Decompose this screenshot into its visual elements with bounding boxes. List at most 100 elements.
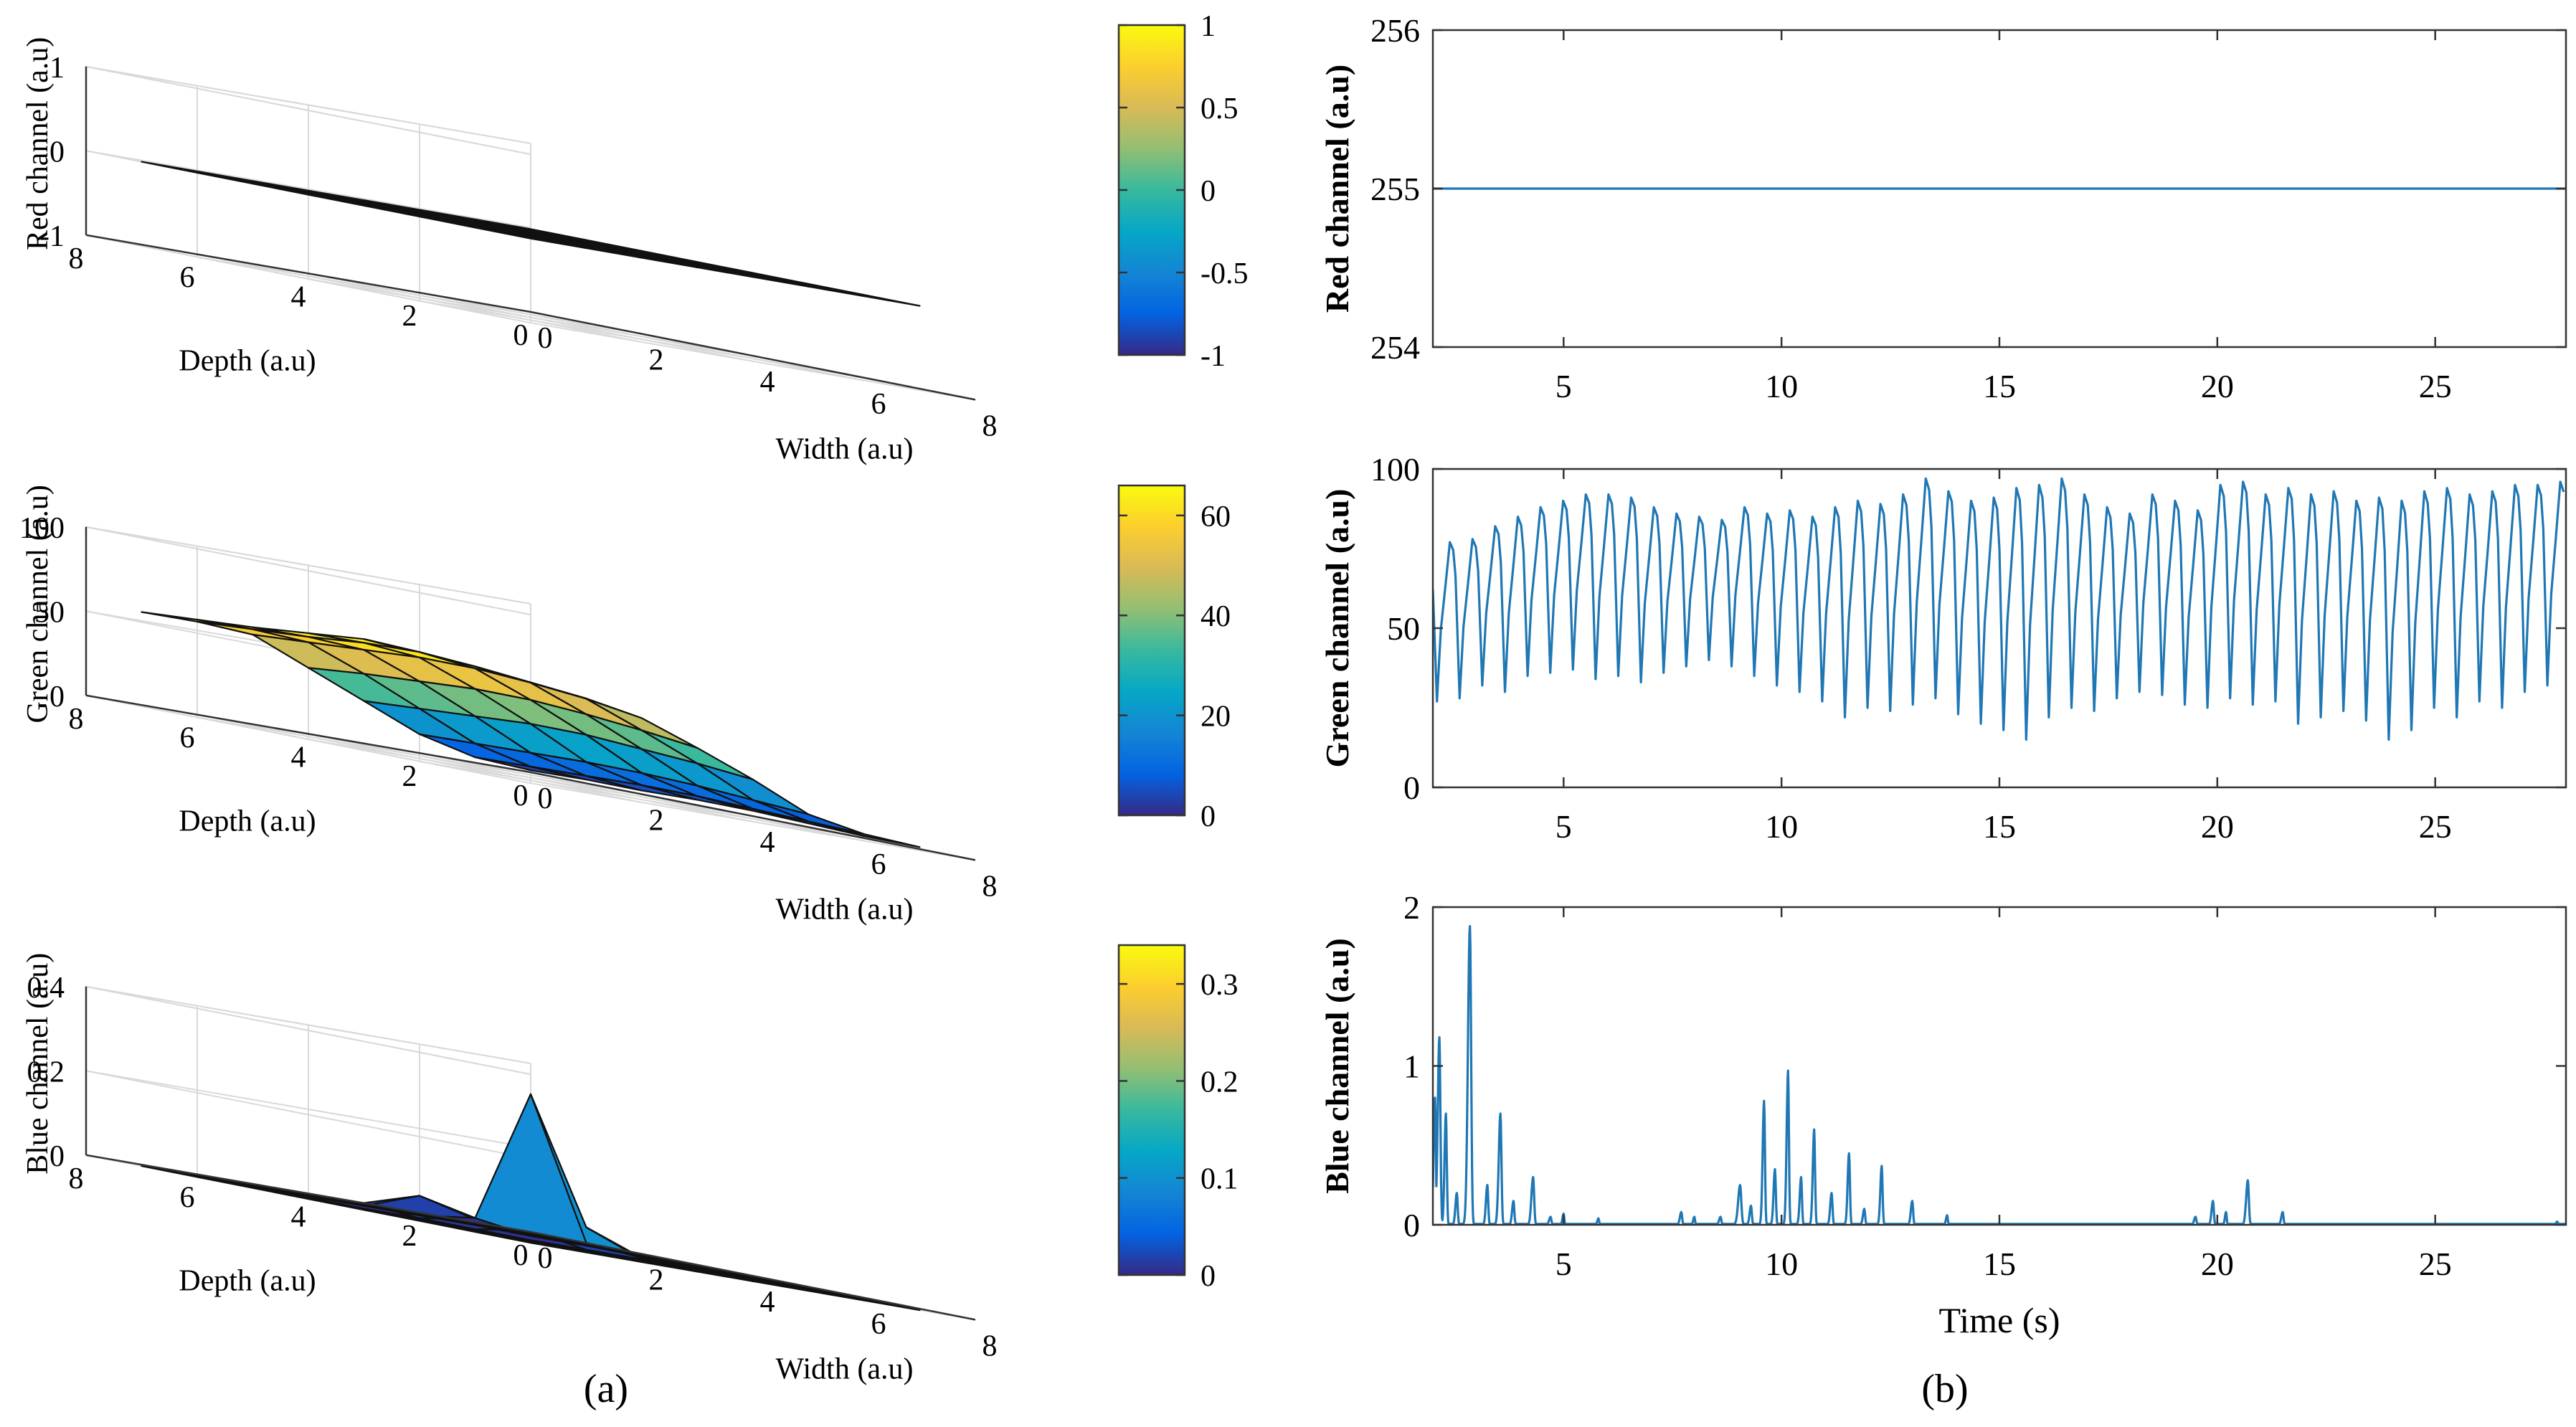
y-tick-label: 0: [1403, 1207, 1420, 1243]
z-tick-label: -1: [39, 220, 65, 253]
x-tick-label: 0: [538, 322, 553, 355]
grid-line: [85, 1070, 531, 1160]
colorbar-tick-label: 1: [1201, 10, 1216, 43]
colorbar-tick-label: 0: [1201, 1260, 1216, 1293]
y-tick-label: 0: [513, 1239, 529, 1272]
y-axis-line: [85, 1154, 531, 1233]
z-tick-label: 0.4: [27, 972, 65, 1005]
colorbar: [1117, 484, 1186, 817]
x-tick-label: 8: [982, 409, 998, 442]
x-axis-label: Time (s): [1938, 1300, 2060, 1340]
x-tick-label: 10: [1765, 368, 1798, 404]
red-time-chart: 5 10 15 20 25 254 255 256 Red channel (a.u): [1319, 12, 2567, 404]
surface-patch: [808, 284, 921, 307]
y-tick-label: 0: [513, 779, 529, 812]
y-tick-label: 8: [69, 242, 84, 275]
y-tick-label: 4: [291, 280, 306, 313]
y-tick-label: 6: [180, 1182, 195, 1215]
blue-time-chart: 5 10 15 20 25 0 1 2 Blue channel (a.u) Time (s): [1319, 889, 2567, 1340]
x-tick-label: 8: [982, 1329, 998, 1362]
y-axis-label: Blue channel (a.u): [1319, 938, 1355, 1194]
x-tick-label: 10: [1765, 808, 1798, 845]
panel-label-b: (b): [1921, 1367, 1968, 1411]
y-axis-label: Red channel (a.u): [1319, 65, 1355, 313]
green-time-chart: 5 10 15 20 25 0 50 100 Green channel (a.u): [1319, 451, 2567, 845]
series-line-green: [1433, 477, 2565, 741]
x-tick-label: 4: [760, 366, 775, 399]
x-axis-label: Width (a.u): [776, 433, 914, 466]
x-axis-line: [530, 771, 976, 861]
x-tick-label: 20: [2201, 1246, 2234, 1282]
x-tick-label: 4: [760, 826, 775, 859]
colorbar-tick-label: 0.1: [1201, 1163, 1239, 1196]
grid-line: [85, 1070, 531, 1149]
y-tick-label: 2: [1403, 889, 1420, 926]
y-axis-label: Depth (a.u): [179, 1264, 316, 1297]
x-tick-label: 6: [871, 388, 886, 421]
box-edge: [85, 526, 531, 605]
x-tick-label: 2: [649, 805, 664, 838]
colorbar-tick-label: 0.2: [1201, 1066, 1239, 1099]
box-edge: [85, 65, 531, 144]
y-tick-label: 254: [1370, 329, 1420, 366]
surface-patch: [808, 1289, 921, 1312]
grid-line: [308, 272, 754, 362]
y-tick-label: 8: [69, 1162, 84, 1195]
colorbar-tick-label: 0.5: [1201, 93, 1239, 125]
colorbar: [1117, 24, 1186, 356]
x-tick-label: 25: [2419, 808, 2452, 845]
z-tick-label: 0: [49, 136, 65, 169]
grid-line: [308, 733, 754, 822]
colorbar-tick-label: 60: [1201, 501, 1231, 534]
x-tick-label: 10: [1765, 1246, 1798, 1282]
grid-line: [530, 322, 976, 401]
x-tick-label: 6: [871, 848, 886, 881]
x-tick-label: 0: [538, 1242, 553, 1275]
x-axis-label: Width (a.u): [776, 893, 914, 926]
y-tick-label: 0: [513, 319, 529, 352]
y-tick-label: 4: [291, 741, 306, 774]
y-axis-label: Green channel (a.u): [1319, 489, 1355, 768]
grid-line: [196, 714, 643, 803]
y-tick-label: 6: [180, 262, 195, 295]
surface-patch: [808, 820, 921, 848]
box-edge: [85, 985, 531, 1064]
y-tick-label: 0: [1403, 769, 1420, 806]
x-tick-label: 2: [649, 1264, 664, 1297]
y-tick-label: 50: [1387, 610, 1420, 647]
x-tick-label: 5: [1555, 808, 1572, 845]
y-axis-line: [85, 234, 531, 313]
x-axis-line: [530, 310, 976, 401]
grid-line: [419, 292, 865, 381]
x-tick-label: 15: [1983, 368, 2016, 404]
colorbar-tick-label: 20: [1201, 701, 1231, 734]
y-axis-line: [85, 694, 531, 774]
series-line-blue: [1433, 925, 2566, 1225]
x-tick-label: 5: [1555, 1246, 1572, 1282]
x-tick-label: 15: [1983, 1246, 2016, 1282]
y-tick-label: 2: [402, 1220, 417, 1253]
grid-line: [85, 150, 531, 229]
plot-frame: [1431, 906, 2567, 1226]
colorbar-tick-label: -1: [1201, 340, 1226, 373]
x-tick-label: 25: [2419, 368, 2452, 404]
colorbar-tick-label: 0.3: [1201, 969, 1239, 1002]
x-tick-label: 25: [2419, 1246, 2452, 1282]
x-tick-label: 5: [1555, 368, 1572, 404]
x-tick-label: 6: [871, 1308, 886, 1341]
y-tick-label: 2: [402, 760, 417, 793]
x-axis-label: Width (a.u): [776, 1353, 914, 1386]
y-axis-label: Depth (a.u): [179, 805, 316, 838]
x-tick-label: 2: [649, 344, 664, 377]
x-tick-label: 4: [760, 1286, 775, 1319]
y-tick-label: 256: [1370, 12, 1420, 49]
colorbar-tick-label: 0: [1201, 175, 1216, 208]
y-tick-label: 2: [402, 300, 417, 333]
x-tick-label: 0: [538, 782, 553, 815]
grid-line: [85, 694, 531, 784]
